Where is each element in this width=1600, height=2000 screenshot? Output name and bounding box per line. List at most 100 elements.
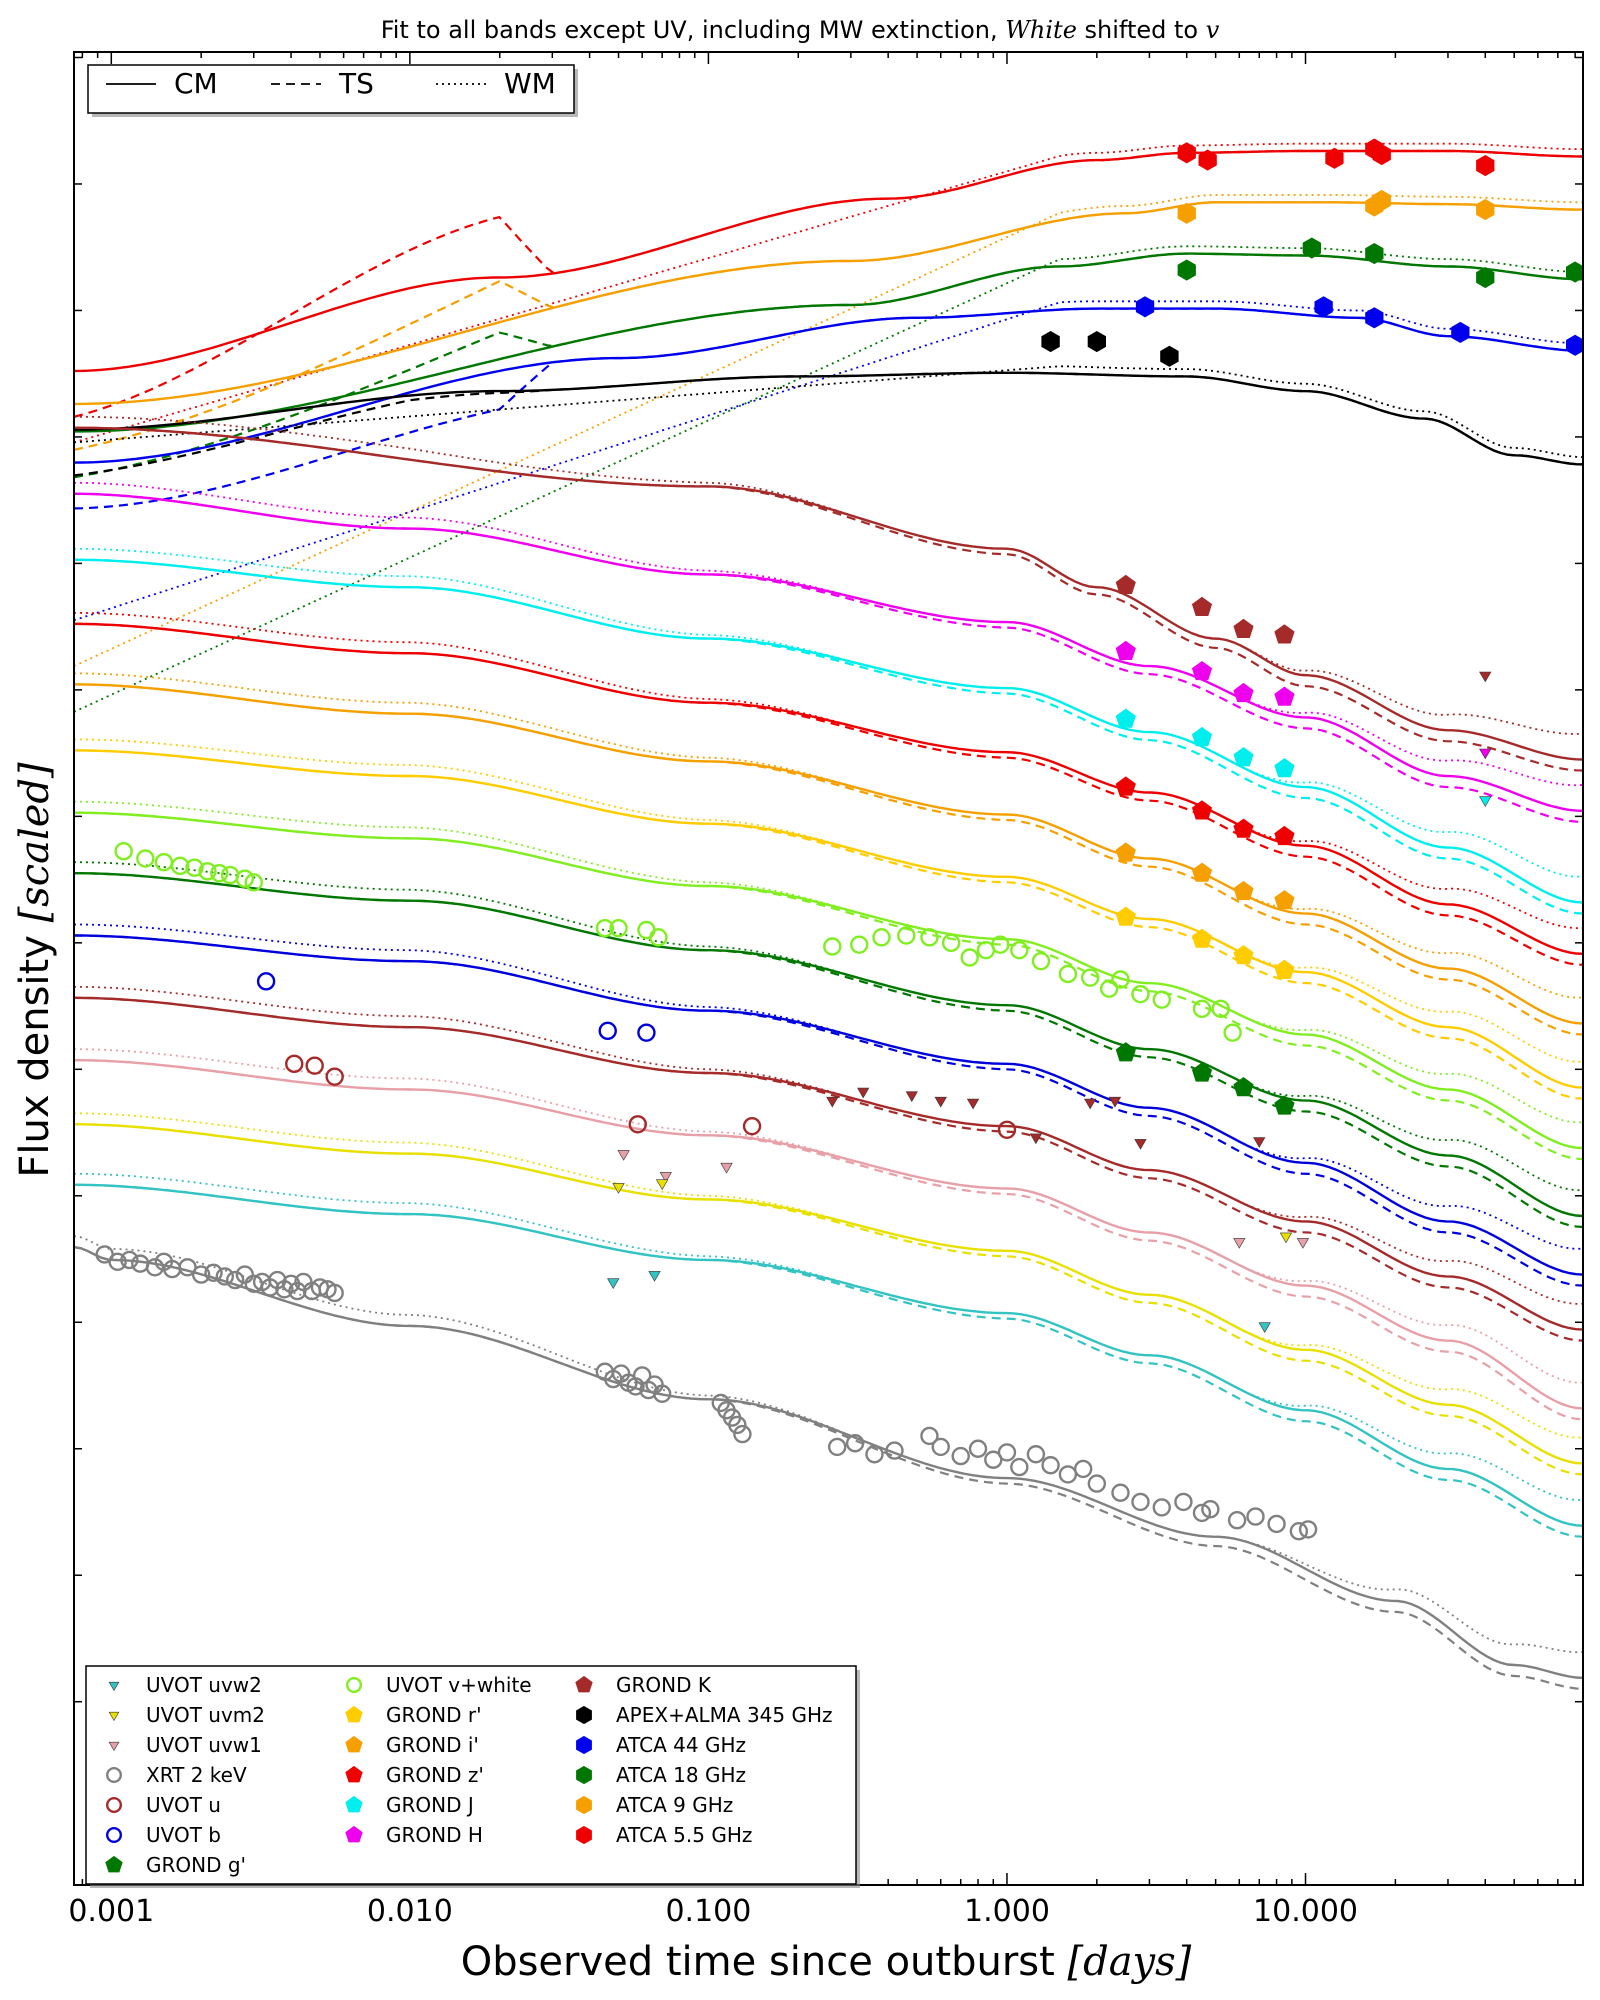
series-grond-z (74, 612, 1583, 966)
cm-line-grond-i (74, 683, 1583, 1025)
legend-marker-atca-9-ghz (576, 1795, 592, 1815)
wm-line-uvot-v-white (74, 800, 1583, 1124)
x-tick-label: 0.001 (68, 1894, 154, 1929)
data-point-atca-44-ghz (1365, 307, 1384, 329)
data-point-grond-z (1274, 825, 1295, 846)
legend-marker-xrt-2-kev (105, 1766, 122, 1783)
upper-limit-uvot-uvw1 (617, 1150, 630, 1161)
series-grond-h (74, 481, 1583, 823)
data-point-xrt-2-kev (1010, 1457, 1029, 1477)
upper-limit-uvot-uvw2 (648, 1271, 661, 1282)
upper-limit-uvot-uvw1 (720, 1162, 733, 1174)
ts-line-grond-j (74, 558, 1583, 915)
upper-limit-uvot-u (1253, 1137, 1266, 1148)
data-point-xrt-2-kev (652, 1384, 672, 1403)
data-point-xrt-2-kev (728, 1415, 747, 1435)
series-xrt-2-kev (74, 1235, 1583, 1690)
data-point-xrt-2-kev (1192, 1503, 1212, 1523)
ts-line-uvot-b (74, 934, 1583, 1287)
data-point-uvot-v-white (1010, 940, 1029, 960)
legend-label-grond-z: GROND z' (386, 1763, 484, 1787)
data-point-xrt-2-kev (1298, 1520, 1318, 1539)
data-point-xrt-2-kev (1267, 1514, 1286, 1534)
data-point-uvot-v-white (1080, 968, 1100, 987)
ts-line-atca-9-ghz (74, 201, 1583, 451)
data-point-xrt-2-kev (885, 1441, 904, 1460)
data-point-xrt-2-kev (108, 1252, 127, 1271)
wm-line-uvot-uvw2 (74, 1172, 1583, 1501)
data-point-grond-h (1274, 686, 1295, 706)
band-legend-box (85, 1665, 857, 1885)
legend-marker-grond-g (105, 1855, 123, 1873)
wm-line-uvot-uvm2 (74, 1112, 1583, 1439)
series-uvot-uvw1 (74, 1048, 1583, 1421)
upper-limit-uvot-uvw2 (1258, 1322, 1271, 1334)
legend-marker-grond-r (345, 1705, 363, 1723)
series-uvot-uvm2 (74, 1112, 1583, 1476)
data-point-atca-18-ghz (1177, 259, 1196, 281)
data-point-xrt-2-kev (920, 1426, 939, 1446)
data-point-atca-44-ghz (1451, 321, 1470, 343)
data-point-uvot-v-white (941, 933, 961, 953)
upper-limit-uvot-u (826, 1096, 839, 1108)
upper-limit-uvot-u (905, 1091, 918, 1103)
x-tick-label: 10.000 (1253, 1894, 1358, 1929)
wm-line-grond-z (74, 612, 1583, 930)
upper-limit-uvot-u (1108, 1096, 1122, 1108)
legend-marker-atca-5-5-ghz (576, 1825, 592, 1845)
cm-line-grond-z (74, 622, 1583, 955)
data-point-uvot-b (637, 1023, 656, 1042)
data-point-xrt-2-kev (845, 1434, 865, 1453)
legend-label-cm: CM (174, 67, 218, 100)
data-point-xrt-2-kev (325, 1283, 344, 1303)
data-point-atca-18-ghz (1302, 237, 1321, 259)
series-uvot-u (74, 985, 1583, 1342)
upper-limit-uvot-uvw1 (1296, 1238, 1310, 1249)
data-point-xrt-2-kev (1201, 1500, 1220, 1519)
data-point-uvot-v-white (1152, 990, 1171, 1009)
data-point-uvot-v-white (1223, 1023, 1242, 1042)
legend-marker-apex-alma-345-ghz (576, 1705, 592, 1725)
series-uvot-v-white (74, 800, 1583, 1161)
series-uvot-b (74, 923, 1583, 1287)
data-point-uvot-b (256, 972, 276, 991)
data-point-atca-9-ghz (1372, 189, 1391, 212)
legend-label-uvot-uvm2: UVOT uvm2 (146, 1703, 265, 1727)
ts-line-atca-18-ghz (74, 252, 1583, 479)
data-point-uvot-v-white (649, 928, 668, 947)
data-point-uvot-v-white (595, 918, 615, 938)
upper-limit-uvot-uvm2 (612, 1183, 625, 1194)
data-point-grond-z (1191, 800, 1213, 820)
data-point-uvot-u (742, 1116, 762, 1136)
data-point-grond-i (1191, 862, 1213, 882)
data-point-xrt-2-kev (827, 1437, 847, 1457)
data-point-grond-k (1233, 618, 1254, 638)
data-point-atca-5-5-ghz (1372, 144, 1391, 166)
data-point-xrt-2-kev (120, 1250, 139, 1270)
series-atca-9-ghz (74, 194, 1583, 667)
data-point-xrt-2-kev (1289, 1522, 1309, 1541)
data-point-xrt-2-kev (1174, 1492, 1193, 1512)
data-point-atca-5-5-ghz (1177, 142, 1196, 164)
data-point-xrt-2-kev (639, 1380, 658, 1400)
data-point-uvot-v-white (1031, 951, 1051, 971)
ts-line-grond-g (74, 872, 1583, 1229)
data-point-xrt-2-kev (178, 1258, 197, 1277)
data-point-apex-alma-345-ghz (1160, 345, 1179, 367)
x-tick-label: 1.000 (964, 1894, 1050, 1929)
data-point-uvot-v-white (960, 948, 979, 967)
data-point-grond-j (1274, 758, 1295, 778)
data-point-xrt-2-kev (865, 1445, 884, 1464)
data-point-atca-18-ghz (1365, 243, 1384, 265)
legend-label-wm: WM (504, 67, 556, 100)
ts-line-uvot-uvw1 (74, 1059, 1583, 1421)
upper-limit-uvot-u (934, 1096, 947, 1108)
data-point-grond-r (1191, 928, 1213, 948)
upper-limit-uvot-uvw1 (659, 1172, 672, 1183)
data-point-grond-z (1115, 776, 1136, 796)
data-point-uvot-u (285, 1054, 304, 1074)
data-point-uvot-v-white (1111, 970, 1130, 989)
data-point-uvot-v-white (1192, 999, 1212, 1019)
data-point-uvot-v-white (1131, 984, 1150, 1004)
data-point-grond-j (1115, 708, 1136, 728)
